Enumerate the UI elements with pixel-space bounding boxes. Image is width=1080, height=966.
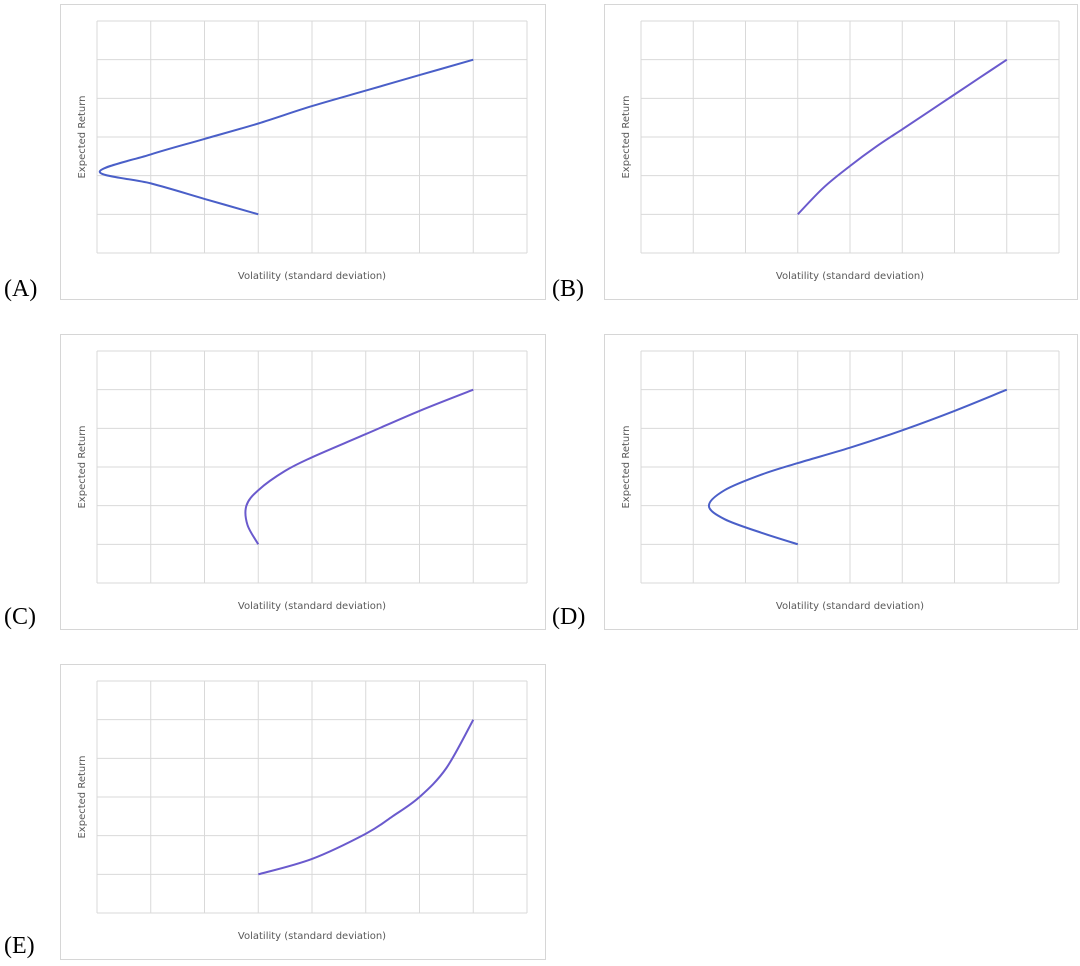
y-axis-label-c: Expected Return [77,425,88,508]
x-axis-label-e: Volatility (standard deviation) [238,931,386,942]
chart-svg-b: Volatility (standard deviation) Expected … [621,20,1060,282]
chart-panel-b: Volatility (standard deviation) Expected … [604,4,1078,300]
chart-panel-d: Volatility (standard deviation) Expected … [604,334,1078,630]
chart-svg-c: Volatility (standard deviation) Expected … [77,350,528,612]
chart-svg-d: Volatility (standard deviation) Expected … [621,350,1060,612]
y-axis-label-a: Expected Return [77,95,88,178]
y-axis-label-e: Expected Return [77,755,88,838]
chart-svg-e: Volatility (standard deviation) Expected … [77,680,528,942]
series-line-a [98,58,474,216]
x-axis-label-c: Volatility (standard deviation) [238,601,386,612]
series-line-d [707,388,1008,546]
chart-panel-c: Volatility (standard deviation) Expected … [60,334,546,630]
option-label-b: (B) [552,276,584,302]
x-axis-label-b: Volatility (standard deviation) [776,271,924,282]
y-axis-label-b: Expected Return [621,95,632,178]
y-axis-label-d: Expected Return [621,425,632,508]
option-label-e: (E) [4,933,35,959]
chart-panel-e: Volatility (standard deviation) Expected … [60,664,546,960]
series-line-b [797,58,1008,215]
x-axis-label-a: Volatility (standard deviation) [238,271,386,282]
option-label-d: (D) [552,604,586,630]
option-label-a: (A) [4,276,38,302]
x-axis-label-d: Volatility (standard deviation) [776,601,924,612]
option-label-c: (C) [4,604,36,630]
series-line-e [258,719,475,876]
chart-svg-a: Volatility (standard deviation) Expected … [77,20,528,282]
series-line-c [244,388,474,545]
chart-panel-a: Volatility (standard deviation) Expected … [60,4,546,300]
